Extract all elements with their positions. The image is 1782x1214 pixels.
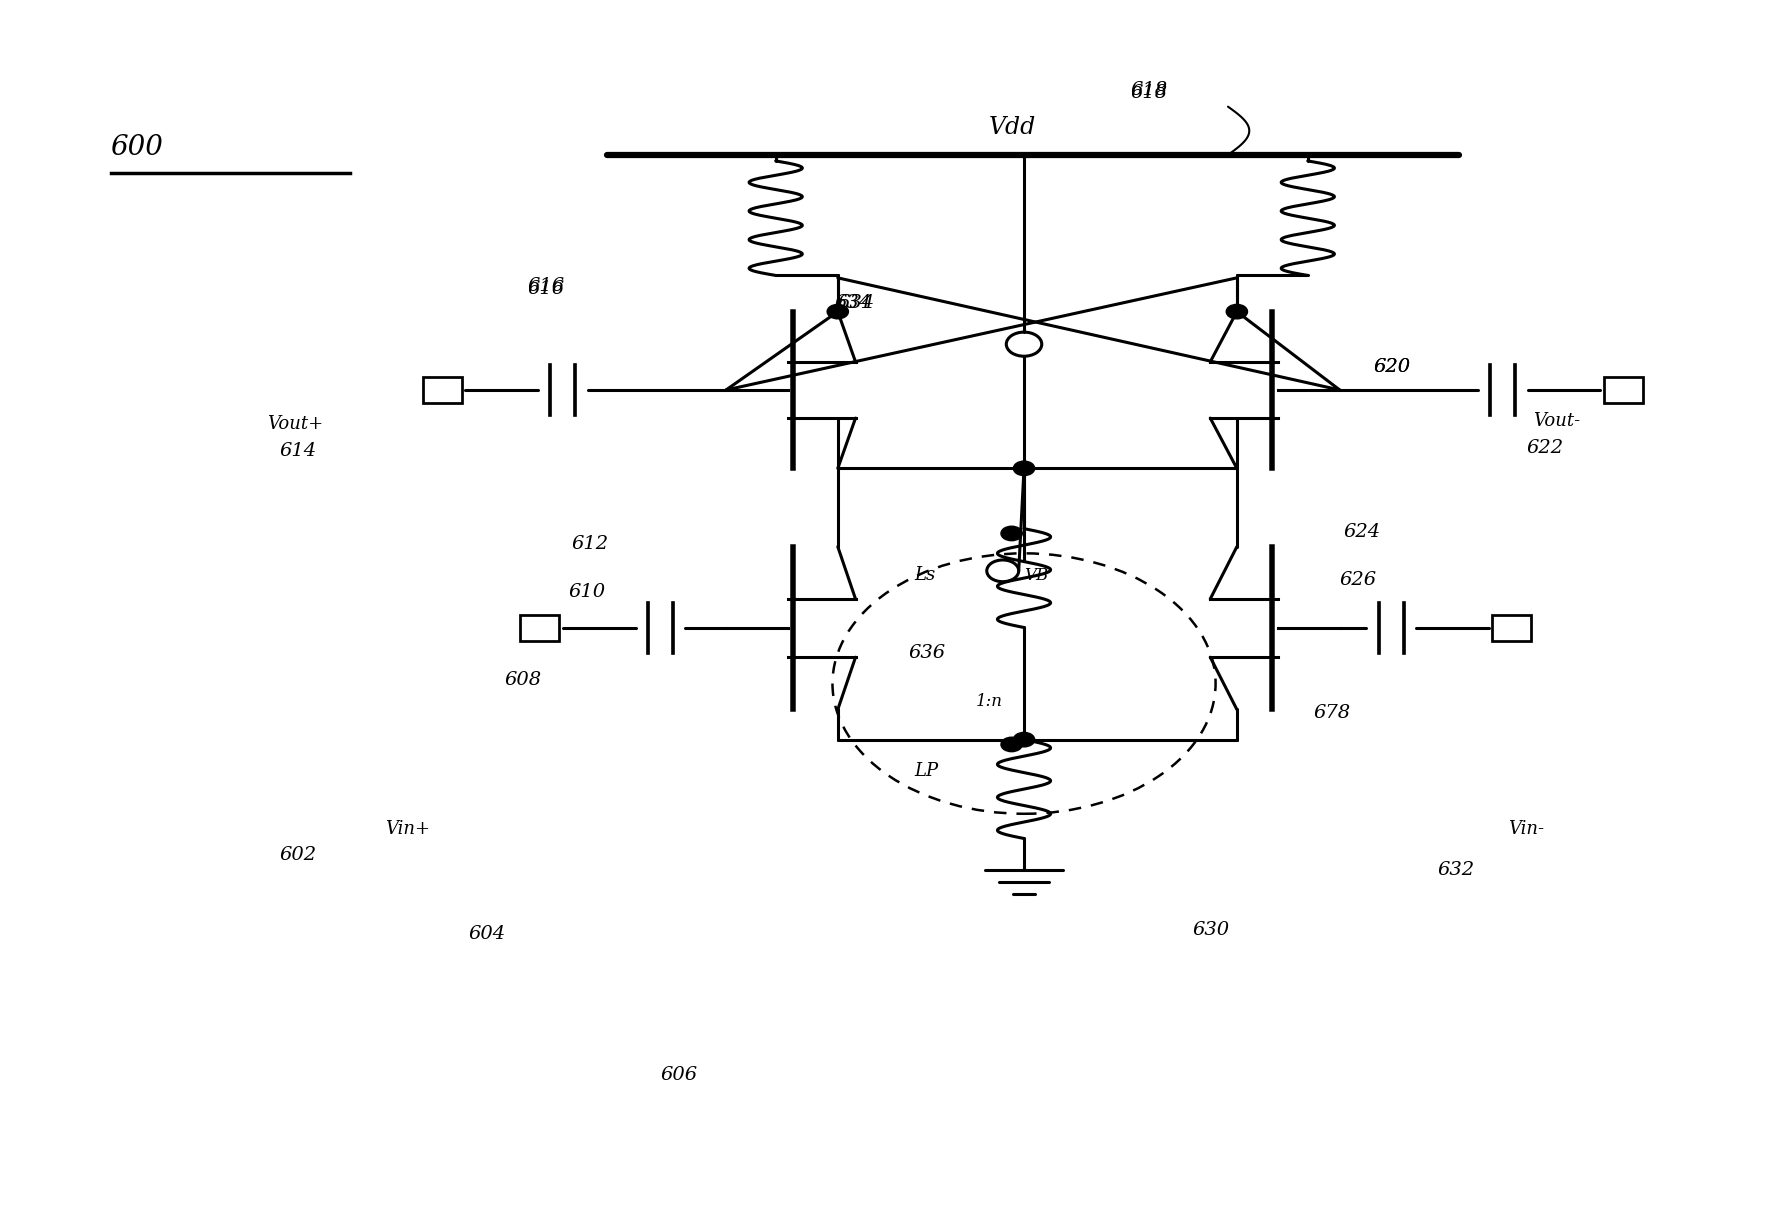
- Bar: [520, 614, 560, 641]
- Text: 618: 618: [1130, 84, 1167, 102]
- Bar: [1492, 614, 1531, 641]
- Text: 616: 616: [527, 279, 565, 297]
- Text: 624: 624: [1344, 523, 1381, 541]
- Text: 636: 636: [909, 643, 946, 662]
- Text: 600: 600: [110, 134, 164, 161]
- Text: 618: 618: [1130, 80, 1167, 98]
- Text: 620: 620: [1374, 358, 1411, 376]
- Text: VB: VB: [1025, 567, 1048, 584]
- Text: 602: 602: [280, 846, 315, 864]
- Text: 632: 632: [1438, 861, 1474, 879]
- Circle shape: [1014, 461, 1035, 476]
- Text: 614: 614: [280, 442, 315, 460]
- Circle shape: [987, 560, 1019, 582]
- Circle shape: [827, 305, 848, 319]
- Text: 626: 626: [1340, 572, 1377, 589]
- Text: 634: 634: [834, 294, 871, 312]
- Text: 608: 608: [504, 671, 542, 690]
- Text: 622: 622: [1525, 438, 1563, 456]
- Text: 634: 634: [838, 294, 875, 312]
- Text: 604: 604: [469, 925, 506, 942]
- Text: 616: 616: [527, 277, 565, 295]
- Text: 630: 630: [1192, 921, 1230, 938]
- Circle shape: [1226, 305, 1247, 319]
- Text: Vout+: Vout+: [267, 414, 323, 432]
- Text: 612: 612: [572, 535, 609, 554]
- Text: Vdd: Vdd: [989, 117, 1035, 140]
- Circle shape: [1001, 526, 1023, 540]
- Circle shape: [1001, 737, 1023, 751]
- Text: 620: 620: [1374, 358, 1411, 376]
- Text: Ls: Ls: [914, 567, 936, 584]
- Text: 606: 606: [661, 1066, 697, 1084]
- Text: Vin-: Vin-: [1508, 819, 1545, 838]
- Bar: [1604, 376, 1643, 403]
- Circle shape: [1007, 333, 1042, 356]
- Circle shape: [1014, 732, 1035, 747]
- Text: 678: 678: [1313, 704, 1351, 722]
- Bar: [422, 376, 462, 403]
- Text: 1:n: 1:n: [977, 693, 1003, 710]
- Text: LP: LP: [914, 762, 937, 779]
- Text: Vin+: Vin+: [385, 819, 431, 838]
- Text: 610: 610: [568, 584, 606, 601]
- Text: Vout-: Vout-: [1533, 412, 1581, 430]
